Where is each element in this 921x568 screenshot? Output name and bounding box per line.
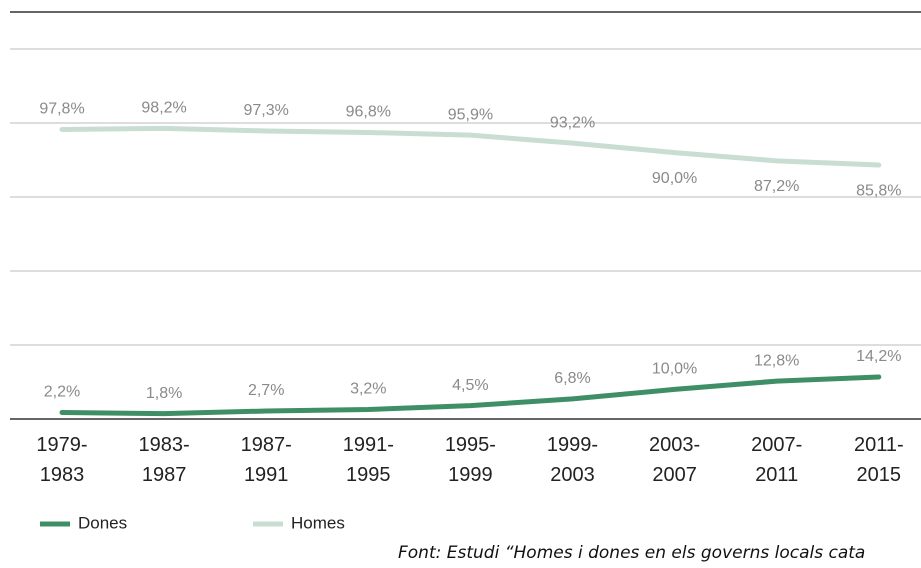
value-label: 98,2% (141, 100, 186, 117)
value-label: 97,3% (244, 102, 289, 119)
source-note: Font: Estudi “Homes i dones en els gover… (398, 543, 865, 563)
series-line (59, 125, 882, 168)
x-tick-label: 1999-2003 (547, 434, 598, 486)
value-label: 93,2% (550, 114, 595, 131)
x-tick-label: 2007-2011 (751, 434, 802, 486)
series-line (59, 374, 882, 417)
value-label: 6,8% (554, 370, 590, 387)
value-label: 87,2% (754, 178, 799, 195)
x-tick-label: 1987-1991 (241, 434, 292, 486)
x-tick-label: 1979-1983 (36, 434, 87, 486)
value-label: 2,7% (248, 382, 284, 399)
legend-label: Dones (78, 513, 127, 532)
value-label: 1,8% (146, 385, 182, 402)
value-label: 14,2% (856, 348, 901, 365)
legend-label: Homes (291, 513, 345, 532)
x-tick-label: 1991-1995 (343, 434, 394, 486)
value-label: 96,8% (346, 104, 391, 121)
value-label: 2,2% (44, 384, 80, 401)
value-label: 90,0% (652, 170, 697, 187)
value-label: 97,8% (39, 101, 84, 118)
value-label: 10,0% (652, 361, 697, 378)
value-label: 95,9% (448, 106, 493, 123)
value-label: 12,8% (754, 352, 799, 369)
x-tick-label: 2011-2015 (854, 434, 904, 486)
x-tick-label: 1995-1999 (445, 434, 496, 486)
value-label: 3,2% (350, 381, 386, 398)
value-label: 4,5% (452, 377, 488, 394)
x-tick-label: 2003-2007 (649, 434, 700, 486)
value-label: 85,8% (856, 182, 901, 199)
x-tick-label: 1983-1987 (139, 434, 190, 486)
